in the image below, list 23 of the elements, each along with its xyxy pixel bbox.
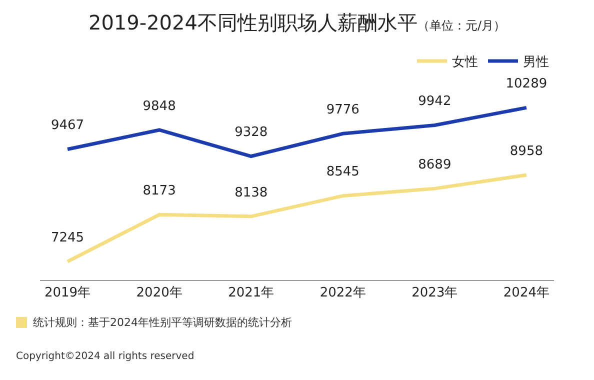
chart-subtitle: （单位：元/月） — [417, 18, 506, 32]
data-label: 7245 — [50, 230, 84, 246]
x-tick-label: 2024年 — [503, 286, 550, 301]
data-label: 8958 — [510, 144, 544, 159]
data-label: 8545 — [326, 164, 360, 180]
x-tick-label: 2019年 — [44, 286, 91, 301]
x-tick-label: 2020年 — [136, 286, 182, 301]
x-tick-label: 2022年 — [320, 286, 366, 301]
text: Copyright©2024 all rights reserved — [16, 350, 194, 362]
data-label: 10289 — [506, 76, 548, 92]
legend-label: 女性 — [452, 55, 478, 70]
data-label: 8689 — [418, 157, 452, 172]
x-tick-label: 2021年 — [228, 286, 274, 301]
x-tick-label: 2023年 — [412, 286, 458, 301]
legend-label: 男性 — [523, 55, 549, 70]
data-label: 8173 — [142, 183, 176, 198]
data-label: 9328 — [234, 125, 268, 140]
data-label: 9942 — [418, 94, 452, 110]
data-label: 8138 — [234, 185, 268, 200]
text: 统计规则：基于2024年性别平等调研数据的统计分析 — [33, 314, 292, 330]
data-label: 9776 — [326, 102, 360, 118]
data-label: 9848 — [142, 98, 176, 114]
data-label: 9467 — [50, 118, 84, 134]
